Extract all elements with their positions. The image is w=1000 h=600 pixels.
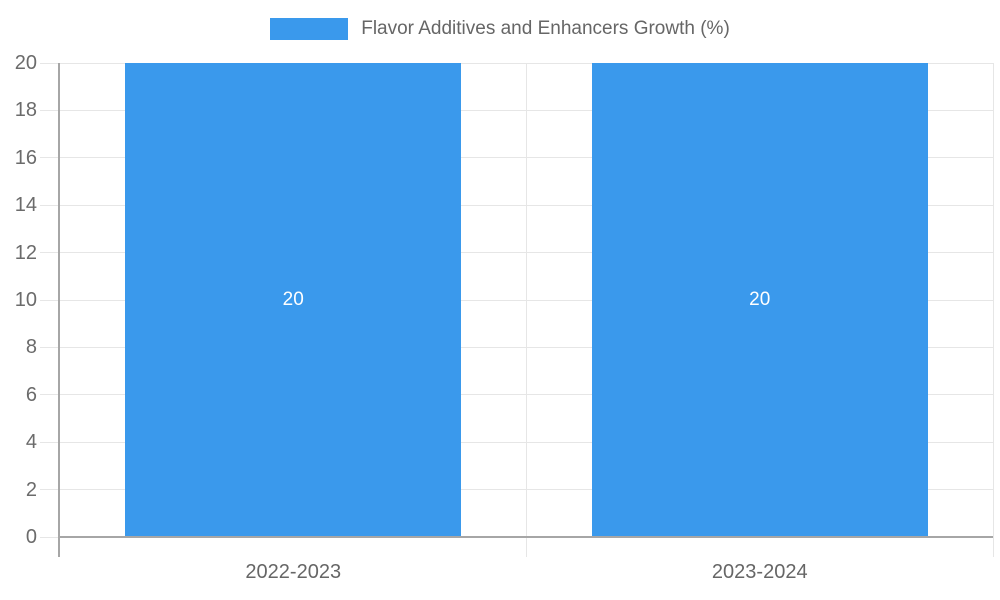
h-gridline [40,204,993,206]
bar: 20 [125,63,462,537]
bars: 20 2022-2023 20 2023-2024 [60,63,994,583]
h-gridline [40,489,993,491]
y-tick-label: 14 [14,194,37,217]
y-tick-label: 6 [25,383,37,406]
y-tick-label: 4 [25,431,37,454]
bar: 20 [591,63,928,537]
category-slot: 20 2023-2024 [527,63,994,583]
y-tick-label: 2 [25,478,37,501]
legend-swatch [270,18,349,40]
h-gridline [40,299,993,301]
h-gridline [40,394,993,396]
h-gridline [40,109,993,111]
y-axis-line [58,63,60,557]
bar-value-label: 20 [282,289,304,310]
legend-label: Flavor Additives and Enhancers Growth (%… [361,18,730,39]
bar-value-label: 20 [749,289,771,310]
y-tick-label: 18 [14,99,37,122]
y-tick-label: 12 [14,241,37,264]
h-gridline [40,346,993,348]
v-gridline [526,63,527,557]
y-tick-label: 10 [14,289,37,311]
x-tick-label: 2022-2023 [245,561,342,583]
h-gridline [40,252,993,254]
x-tick-label: 2023-2024 [711,561,808,583]
y-tick-label: 0 [25,526,37,548]
h-gridline [40,157,993,159]
y-tick-label: 8 [25,336,37,359]
y-tick-label: 20 [14,52,37,74]
v-gridline [992,63,994,557]
category-slot: 20 2022-2023 [60,63,527,583]
x-axis-line [58,536,993,538]
legend[interactable]: Flavor Additives and Enhancers Growth (%… [0,18,1000,40]
y-tick-label: 16 [14,146,37,169]
y-axis-labels: 0 2 4 6 8 10 12 14 16 18 20 [0,53,37,547]
h-gridline [40,62,993,64]
plot-area: 20 2022-2023 20 2023-2024 [40,62,994,583]
h-gridline [40,441,993,443]
